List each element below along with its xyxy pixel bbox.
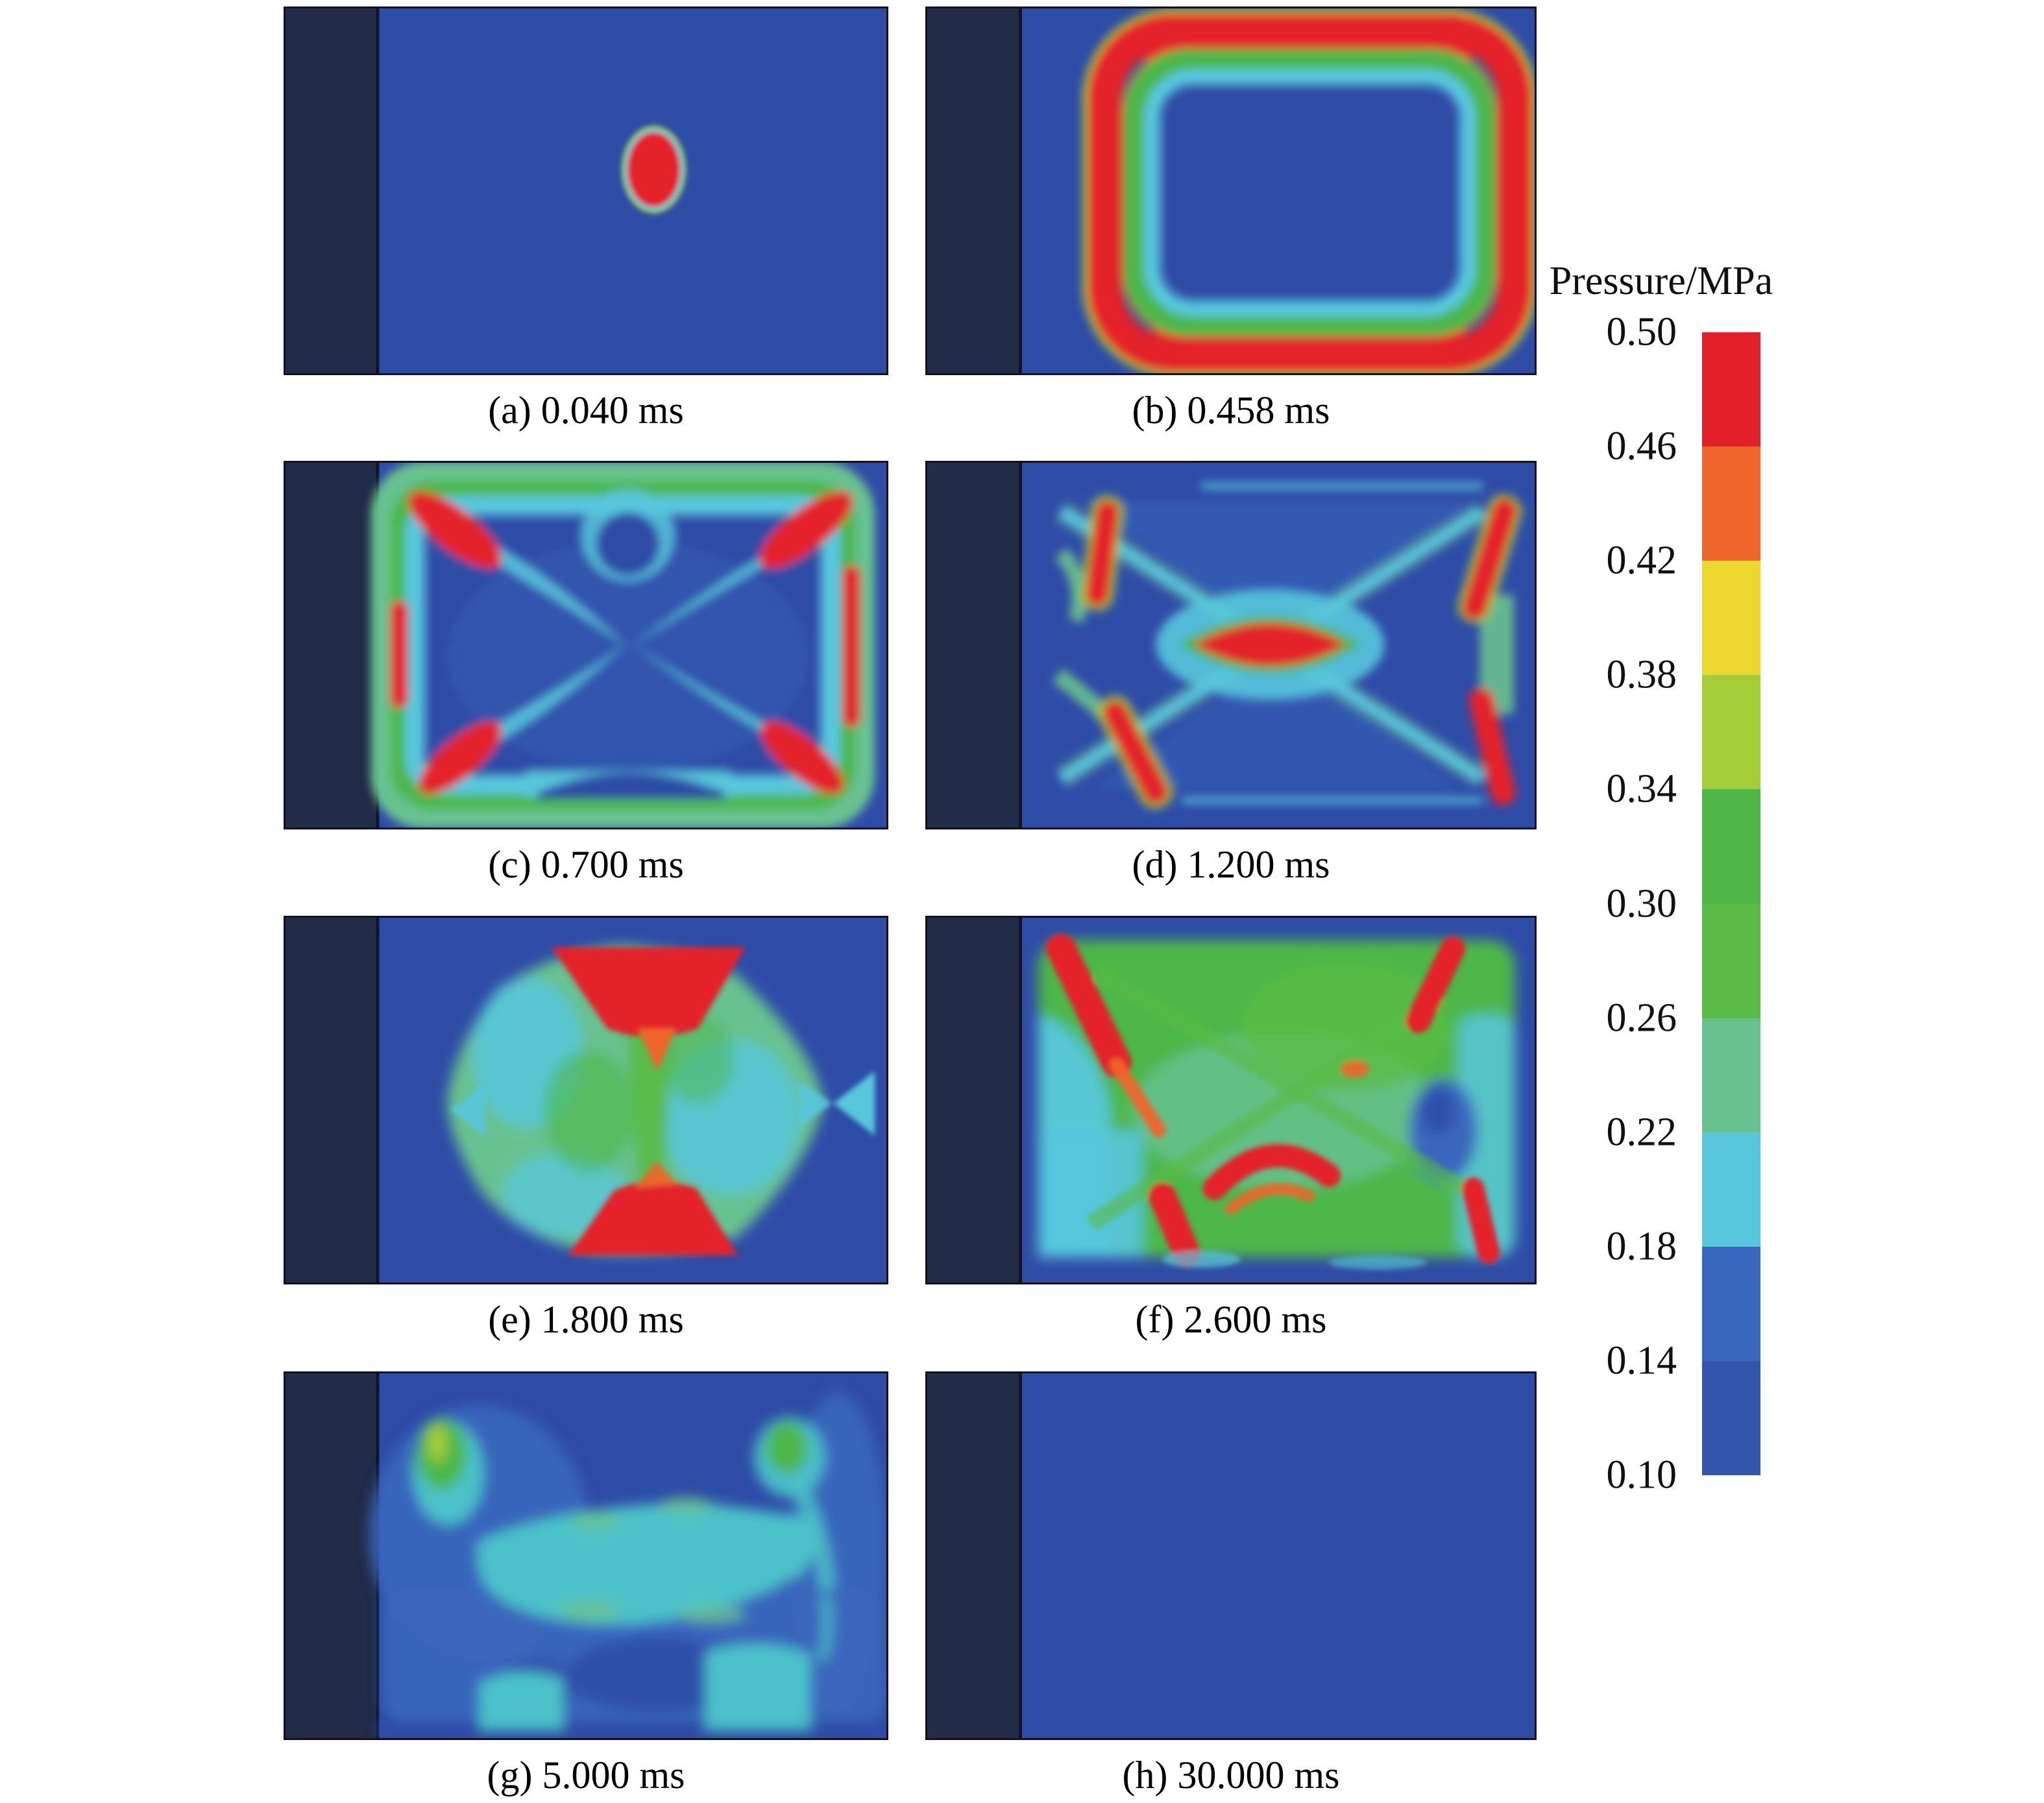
colorbar-segment: [1702, 447, 1760, 561]
panel-a-caption: (a) 0.040 ms: [488, 389, 684, 432]
colorbar-tick-label: 0.30: [1606, 881, 1677, 926]
wall-edge: [376, 8, 380, 373]
colorbar-tick-label: 0.18: [1606, 1224, 1677, 1269]
panel-e-contour-svg: [286, 918, 886, 1282]
panel-g-caption: (g) 5.000 ms: [487, 1754, 685, 1797]
plume-hotspots: [450, 947, 875, 1256]
panel-g-plot: [284, 1371, 888, 1740]
colorbar-tick-label: 0.42: [1606, 538, 1677, 583]
panel-h-contour-svg: [927, 1373, 1535, 1738]
colorbar-tick-label: 0.14: [1606, 1338, 1677, 1383]
colorbar-segment: [1702, 903, 1760, 1018]
colorbar-tick-label: 0.38: [1606, 652, 1677, 697]
colorbar-segment: [1702, 1018, 1760, 1133]
wall-edge: [1018, 463, 1022, 828]
panel-b-plot: [925, 6, 1537, 375]
wall-edge: [1018, 918, 1022, 1282]
mixed-field-hotspots: [1046, 933, 1500, 1270]
colorbar-segment: [1702, 1132, 1760, 1247]
colorbar: [1702, 332, 1760, 1475]
panel-h-plot: [925, 1371, 1537, 1740]
wall-region: [927, 918, 1019, 1282]
wall-region: [286, 918, 376, 1282]
panel-e-caption: (e) 1.800 ms: [488, 1298, 684, 1341]
colorbar-tick-label: 0.34: [1606, 767, 1677, 811]
colorbar-tick-label: 0.26: [1606, 996, 1677, 1040]
decay-pattern: [369, 1392, 886, 1738]
colorbar-tick-labels: 0.50 0.46 0.42 0.38 0.34 0.30 0.26 0.22 …: [1492, 310, 1687, 1497]
colorbar-segment: [1702, 1246, 1760, 1361]
panel-c-contour-svg: [286, 463, 886, 828]
panel-c-plot: [284, 461, 888, 829]
colorbar-tick-label: 0.50: [1606, 310, 1677, 354]
panel-a-contour-svg: [286, 8, 886, 373]
panel-d-contour-svg: [927, 463, 1535, 828]
colorbar-segment: [1702, 1360, 1760, 1475]
panel-h-caption: (h) 30.000 ms: [1122, 1754, 1340, 1797]
panel-b-caption: (b) 0.458 ms: [1132, 389, 1330, 432]
panel-c-caption: (c) 0.700 ms: [488, 843, 684, 886]
panel-e-plot: [284, 916, 888, 1284]
shock-ring-pattern: [1082, 8, 1535, 373]
colorbar-tick-label: 0.22: [1606, 1110, 1677, 1155]
panel-d-plot: [925, 461, 1537, 829]
wall-region: [927, 8, 1019, 373]
fluid-field: [927, 1373, 1535, 1738]
panel-f-plot: [925, 916, 1537, 1284]
panel-f-caption: (f) 2.600 ms: [1135, 1298, 1327, 1341]
wall-region: [286, 8, 376, 373]
panel-a-plot: [284, 6, 888, 375]
wall-region: [927, 1373, 1019, 1738]
x-wave-pattern: [1052, 482, 1522, 809]
colorbar-segment: [1702, 789, 1760, 904]
colorbar-segment: [1702, 561, 1760, 676]
wall-region: [286, 1373, 376, 1738]
wall-region: [927, 463, 1019, 828]
butterfly-pattern: [371, 463, 875, 828]
wall-region: [286, 463, 376, 828]
panel-b-contour-svg: [927, 8, 1535, 373]
panel-f-contour-svg: [927, 918, 1535, 1282]
wall-edge: [1018, 1373, 1022, 1738]
panel-d-caption: (d) 1.200 ms: [1132, 843, 1330, 886]
colorbar-title: Pressure/MPa: [1549, 259, 1773, 303]
wall-edge: [376, 918, 380, 1282]
panel-g-contour-svg: [286, 1373, 886, 1738]
colorbar-tick-label: 0.10: [1606, 1453, 1677, 1497]
fluid-field: [286, 8, 886, 373]
plume-body: [446, 944, 824, 1254]
colorbar-tick-label: 0.46: [1606, 424, 1677, 469]
colorbar-segment: [1702, 332, 1760, 447]
high-pressure-core: [621, 125, 687, 214]
wall-edge: [1018, 8, 1022, 373]
colorbar-segment: [1702, 675, 1760, 790]
